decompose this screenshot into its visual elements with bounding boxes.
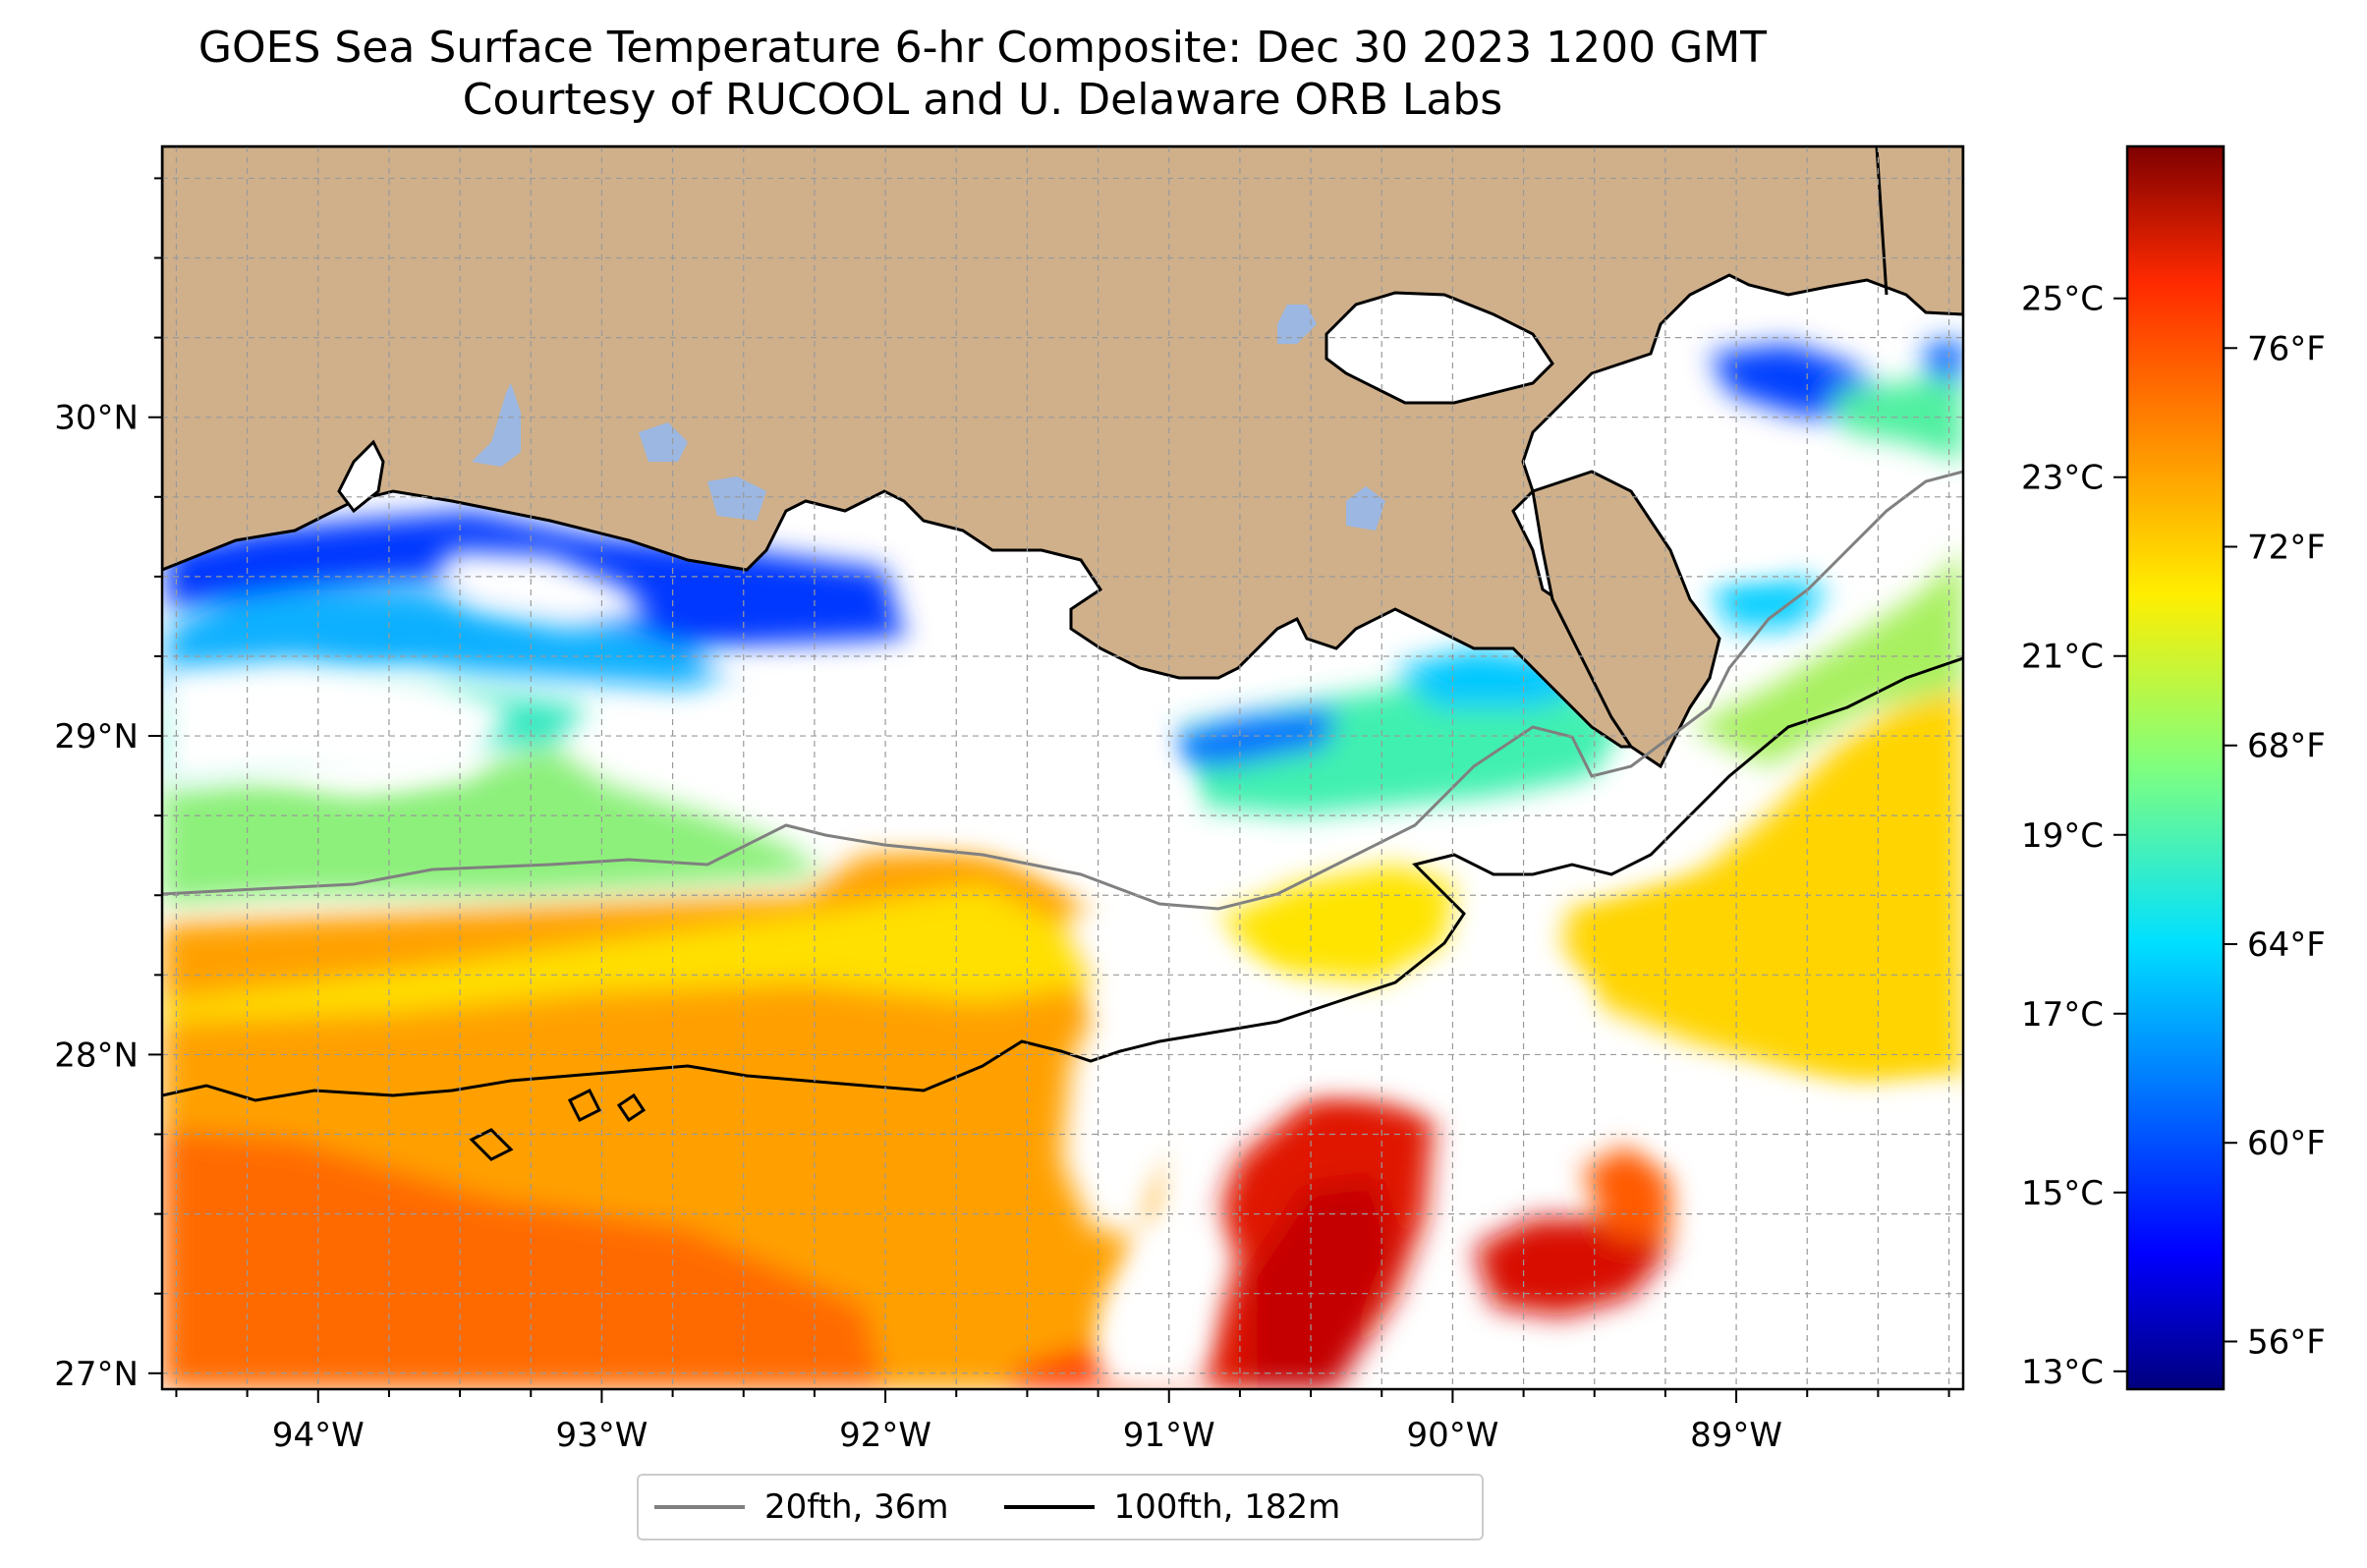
lon-tick-label: 94°W: [272, 1416, 365, 1455]
sst-cyan-north-east: [1710, 575, 1828, 629]
fahrenheit-tick-label: 64°F: [2247, 925, 2326, 965]
land-louisiana-texas: [162, 146, 1963, 749]
sst-yellow-center: [1209, 865, 1454, 982]
gap-center: [1061, 884, 1592, 1238]
legend-line-100fth: [1003, 1505, 1095, 1509]
map-title: GOES Sea Surface Temperature 6-hr Compos…: [0, 22, 1965, 126]
colorbar-ticks: 13°C 15°C 17°C 19°C 21°C 23°C 25°C 56°F 60°F 64°F…: [2021, 280, 2326, 1392]
sst-blue-center: [1169, 707, 1336, 766]
gap-mid-north: [688, 639, 1199, 884]
map-frame: [160, 144, 1965, 1391]
fahrenheit-tick-label: 76°F: [2247, 329, 2326, 368]
lon-tick-label: 90°W: [1406, 1416, 1498, 1455]
title-line-2: Courtesy of RUCOOL and U. Delaware ORB L…: [462, 75, 1503, 125]
lon-tick-label: 92°W: [839, 1416, 931, 1455]
sst-yellow-east: [1562, 688, 1963, 1091]
legend-line-20fth: [654, 1505, 745, 1509]
contour-100fth-island-3: [616, 1092, 647, 1123]
fahrenheit-tick-label: 60°F: [2247, 1124, 2326, 1163]
lakes: [337, 291, 1554, 531]
lake-white: [639, 422, 688, 462]
lat-tick-label: 28°N: [54, 1036, 139, 1075]
colorbar-frame: [2125, 144, 2226, 1391]
lat-tick-label: 29°N: [54, 717, 139, 756]
celsius-tick-label: 19°C: [2021, 816, 2104, 856]
lon-tick-label: 91°W: [1123, 1416, 1215, 1455]
lat-tick-label: 30°N: [54, 399, 139, 438]
lake-maurepas: [1277, 305, 1317, 344]
map-canvas: [162, 146, 1963, 1389]
sst-deep-orange-south-west: [162, 1130, 884, 1389]
celsius-tick-label: 21°C: [2021, 638, 2104, 677]
sst-field: [162, 339, 1963, 1389]
gap-west-coastal: [432, 550, 648, 629]
fahrenheit-tick-label: 72°F: [2247, 529, 2326, 568]
lake-grand: [707, 476, 766, 521]
lake-calcasieu: [472, 383, 521, 467]
title-line-1: GOES Sea Surface Temperature 6-hr Compos…: [197, 23, 1768, 73]
celsius-tick-label: 25°C: [2021, 280, 2104, 319]
sst-dark-red-center: [1248, 1179, 1395, 1389]
contour-100fth: [162, 656, 1963, 1102]
sst-green-east: [1690, 550, 1963, 766]
contour-100fth-island-2: [567, 1088, 602, 1123]
celsius-tick-label: 17°C: [2021, 995, 2104, 1035]
bathymetry: [162, 470, 1963, 1161]
colorbar: 13°C 15°C 17°C 19°C 21°C 23°C 25°C 56°F 60°F 64°F…: [2021, 144, 2326, 1392]
gap-southeast: [1611, 1071, 1963, 1389]
sst-green-band-west: [162, 747, 825, 904]
legend-item-100fth: 100fth, 182m: [1003, 1487, 1341, 1527]
gap-west-nearshore: [162, 658, 511, 786]
sst-yellow-band-west: [162, 884, 1100, 1022]
map-axis-ticks: 94°W 93°W 92°W 91°W 90°W 89°W 27°N 28°N 29°N 30°N: [54, 177, 1950, 1455]
colorbar-gradient: [2127, 146, 2224, 1389]
contour-100fth-island-1: [469, 1128, 514, 1161]
legend-label-20fth: 20fth, 36m: [764, 1487, 949, 1527]
legend: 20fth, 36m 100fth, 182m: [637, 1474, 1484, 1540]
celsius-tick-label: 15°C: [2021, 1174, 2104, 1213]
fahrenheit-tick-label: 68°F: [2247, 727, 2326, 766]
land: [162, 146, 1963, 769]
contour-20fth: [162, 470, 1963, 911]
lake-pontchartrain: [1324, 291, 1554, 405]
lon-tick-label: 93°W: [555, 1416, 648, 1455]
sst-blue-patch-east: [1926, 339, 1963, 383]
celsius-tick-label: 13°C: [2021, 1353, 2104, 1392]
lake-sabine: [337, 439, 385, 514]
land-mississippi-delta: [1531, 470, 1721, 769]
legend-item-20fth: 20fth, 36m: [654, 1487, 949, 1527]
legend-label-100fth: 100fth, 182m: [1113, 1487, 1341, 1527]
sst-orange-patch-south-east: [1582, 1145, 1670, 1238]
celsius-tick-label: 23°C: [2021, 459, 2104, 498]
fahrenheit-tick-label: 56°F: [2247, 1322, 2326, 1362]
lon-tick-label: 89°W: [1690, 1416, 1782, 1455]
lat-tick-label: 27°N: [54, 1355, 139, 1394]
map-gridlines: [162, 146, 1963, 1389]
